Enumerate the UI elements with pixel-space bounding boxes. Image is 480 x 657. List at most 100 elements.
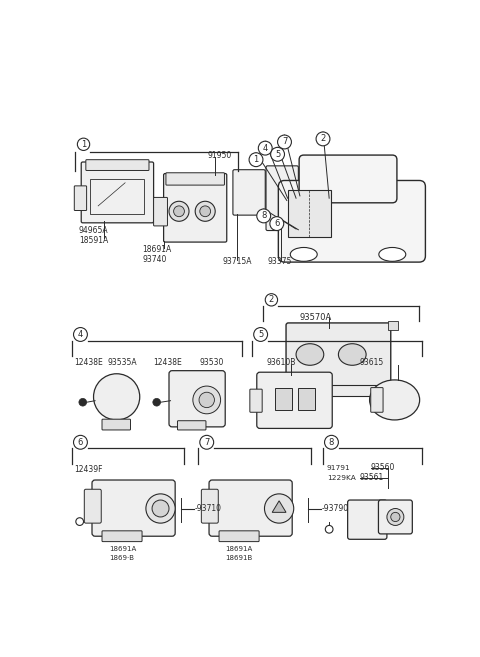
- Ellipse shape: [264, 494, 294, 523]
- Ellipse shape: [152, 500, 169, 517]
- Circle shape: [249, 153, 263, 167]
- Text: -93710: -93710: [194, 504, 221, 513]
- Circle shape: [254, 328, 267, 342]
- Ellipse shape: [391, 512, 400, 522]
- FancyBboxPatch shape: [81, 162, 154, 223]
- Ellipse shape: [370, 380, 420, 420]
- FancyBboxPatch shape: [201, 489, 218, 523]
- Ellipse shape: [338, 344, 366, 365]
- Circle shape: [73, 436, 87, 449]
- Text: 91950: 91950: [207, 151, 232, 160]
- FancyBboxPatch shape: [164, 173, 227, 242]
- Text: 93740: 93740: [142, 256, 167, 264]
- FancyBboxPatch shape: [286, 323, 391, 389]
- Bar: [90, 179, 144, 214]
- Text: 93615: 93615: [360, 357, 384, 367]
- Text: 12438E: 12438E: [153, 357, 181, 367]
- FancyBboxPatch shape: [233, 170, 265, 215]
- Circle shape: [77, 138, 90, 150]
- Text: 1: 1: [253, 155, 259, 164]
- FancyBboxPatch shape: [102, 531, 142, 541]
- FancyBboxPatch shape: [257, 373, 332, 428]
- Text: 12438E: 12438E: [74, 357, 103, 367]
- FancyBboxPatch shape: [92, 480, 175, 536]
- Text: 6: 6: [274, 219, 279, 228]
- Text: 18691A: 18691A: [142, 245, 171, 254]
- Circle shape: [200, 206, 211, 217]
- Text: 7: 7: [282, 137, 287, 147]
- Text: 12439F: 12439F: [74, 466, 103, 474]
- Circle shape: [324, 436, 338, 449]
- Circle shape: [94, 374, 140, 420]
- Bar: [299, 388, 315, 410]
- Text: 93530: 93530: [199, 357, 223, 367]
- Ellipse shape: [290, 248, 317, 261]
- Text: 93560: 93560: [371, 463, 395, 472]
- Text: 1869·B: 1869·B: [109, 555, 134, 561]
- Text: 93535A: 93535A: [108, 357, 137, 367]
- Circle shape: [199, 392, 215, 407]
- Circle shape: [195, 201, 215, 221]
- FancyBboxPatch shape: [166, 173, 225, 185]
- Text: 5: 5: [275, 150, 280, 159]
- FancyBboxPatch shape: [348, 500, 387, 539]
- Circle shape: [169, 201, 189, 221]
- Circle shape: [316, 132, 330, 146]
- Ellipse shape: [146, 494, 175, 523]
- FancyBboxPatch shape: [74, 186, 86, 210]
- FancyBboxPatch shape: [169, 371, 225, 427]
- Circle shape: [258, 141, 272, 155]
- Text: 18691B: 18691B: [225, 555, 252, 561]
- Text: 2: 2: [320, 135, 325, 143]
- Bar: [388, 382, 398, 392]
- Bar: [388, 321, 398, 330]
- FancyBboxPatch shape: [266, 166, 299, 231]
- Circle shape: [265, 294, 277, 306]
- Text: 8: 8: [261, 212, 266, 220]
- Text: 2: 2: [269, 296, 274, 304]
- Circle shape: [257, 209, 271, 223]
- Circle shape: [73, 328, 87, 342]
- Circle shape: [200, 436, 214, 449]
- FancyBboxPatch shape: [178, 420, 206, 430]
- FancyBboxPatch shape: [102, 419, 131, 430]
- Bar: [275, 388, 292, 410]
- FancyBboxPatch shape: [371, 388, 383, 412]
- Text: 4: 4: [263, 144, 268, 152]
- FancyBboxPatch shape: [154, 197, 168, 226]
- Circle shape: [193, 386, 221, 414]
- Text: 18691A: 18691A: [225, 545, 252, 551]
- FancyBboxPatch shape: [86, 160, 149, 170]
- Text: 93570A: 93570A: [299, 313, 331, 322]
- FancyBboxPatch shape: [209, 480, 292, 536]
- Ellipse shape: [296, 344, 324, 365]
- Circle shape: [270, 217, 284, 231]
- Ellipse shape: [379, 248, 406, 261]
- Text: 1229KA: 1229KA: [327, 475, 356, 481]
- FancyBboxPatch shape: [250, 389, 262, 412]
- Text: 93561: 93561: [360, 473, 384, 482]
- Text: 5: 5: [258, 330, 263, 339]
- Text: 7: 7: [204, 438, 209, 447]
- Text: 93715A: 93715A: [223, 257, 252, 266]
- Bar: [288, 191, 331, 237]
- Text: -93790: -93790: [322, 504, 348, 513]
- FancyBboxPatch shape: [378, 500, 412, 534]
- Circle shape: [325, 526, 333, 533]
- Text: 6: 6: [78, 438, 83, 447]
- Text: 91791: 91791: [327, 464, 350, 470]
- Ellipse shape: [387, 509, 404, 526]
- Circle shape: [76, 518, 84, 526]
- FancyBboxPatch shape: [299, 155, 397, 203]
- Text: 8: 8: [329, 438, 334, 447]
- FancyBboxPatch shape: [219, 531, 259, 541]
- Circle shape: [271, 147, 285, 161]
- Text: 1: 1: [81, 140, 86, 148]
- Polygon shape: [272, 501, 286, 512]
- Text: 4: 4: [78, 330, 83, 339]
- FancyBboxPatch shape: [278, 181, 425, 262]
- Circle shape: [153, 398, 160, 406]
- Text: 93375: 93375: [267, 257, 292, 266]
- Text: 18691A: 18691A: [109, 545, 136, 551]
- Circle shape: [79, 398, 86, 406]
